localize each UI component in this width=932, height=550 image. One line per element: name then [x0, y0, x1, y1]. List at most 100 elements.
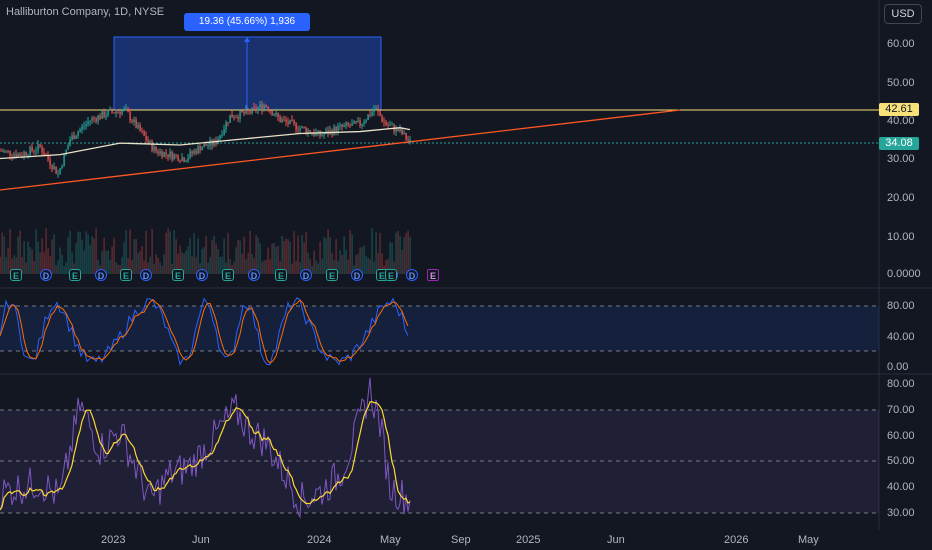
candle-body: [389, 125, 391, 127]
volume-bar: [13, 255, 15, 274]
price-axis-label: 0.0000: [887, 268, 921, 280]
dividend-event-icon[interactable]: D: [40, 269, 52, 281]
volume-bar: [267, 247, 269, 274]
earnings-event-icon[interactable]: E: [172, 269, 184, 281]
volume-bar: [171, 263, 173, 274]
earnings-event-icon[interactable]: E: [275, 269, 287, 281]
candle-body: [39, 144, 41, 147]
dividend-event-icon[interactable]: D: [406, 269, 418, 281]
price-axis-label: 50.00: [887, 77, 915, 89]
candle-body: [181, 157, 183, 161]
volume-bar: [141, 245, 143, 274]
symbol-title[interactable]: Halliburton Company, 1D, NYSE: [6, 6, 165, 18]
candle-body: [273, 115, 275, 117]
volume-bar: [83, 250, 85, 274]
earnings-event-icon[interactable]: E: [69, 269, 81, 281]
volume-bar: [305, 231, 307, 274]
volume-bar: [211, 239, 213, 274]
candle-body: [313, 133, 315, 136]
candle-body: [1, 150, 3, 152]
volume-bar: [227, 232, 229, 274]
candle-body: [339, 124, 341, 127]
trend-line[interactable]: [0, 109, 681, 191]
volume-bar: [63, 265, 65, 274]
volume-bar: [201, 248, 203, 274]
candle-body: [361, 123, 363, 126]
candle-body: [55, 166, 57, 174]
candle-body: [245, 109, 247, 114]
volume-bar: [131, 259, 133, 274]
candle-body: [111, 108, 113, 113]
rsi-axis-label: 30.00: [887, 507, 915, 519]
volume-bar: [17, 236, 19, 274]
volume-bar: [185, 250, 187, 274]
candle-body: [113, 112, 115, 114]
candle-body: [191, 151, 193, 154]
time-axis-label: 2025: [516, 534, 541, 546]
volume-bar: [55, 265, 57, 274]
volume-bar: [145, 230, 147, 274]
upcoming-earnings-icon[interactable]: E: [427, 269, 439, 281]
earnings-event-icon[interactable]: E: [222, 269, 234, 281]
time-axis-label: May: [380, 534, 401, 546]
earnings-event-icon[interactable]: E: [385, 269, 397, 281]
volume-bar: [205, 236, 207, 274]
dividend-event-icon[interactable]: D: [300, 269, 312, 281]
candle-body: [253, 107, 255, 109]
volume-bar: [389, 242, 391, 274]
volume-bar: [79, 231, 81, 274]
volume-bar: [133, 239, 135, 274]
dividend-event-icon[interactable]: D: [95, 269, 107, 281]
earnings-event-icon[interactable]: E: [326, 269, 338, 281]
candle-body: [23, 152, 25, 157]
candle-body: [89, 120, 91, 122]
candle-body: [321, 135, 323, 137]
volume-bar: [351, 234, 353, 274]
volume-bar: [183, 253, 185, 274]
volume-bar: [291, 263, 293, 274]
volume-bar: [283, 240, 285, 274]
candle-body: [157, 151, 159, 154]
candle-body: [237, 117, 239, 119]
time-axis-label: 2024: [307, 534, 332, 546]
candle-body: [59, 168, 61, 174]
candle-body: [107, 110, 109, 116]
volume-bar: [293, 231, 295, 274]
dividend-event-icon[interactable]: D: [351, 269, 363, 281]
candle-body: [85, 123, 87, 127]
candle-body: [403, 132, 405, 135]
dividend-event-icon[interactable]: D: [248, 269, 260, 281]
candle-body: [141, 131, 143, 132]
volume-bar: [207, 262, 209, 274]
earnings-event-icon[interactable]: E: [10, 269, 22, 281]
volume-bar: [333, 260, 335, 274]
candle-body: [395, 127, 397, 132]
volume-bar: [337, 260, 339, 274]
volume-bar: [101, 251, 103, 274]
candle-body: [5, 150, 7, 152]
candle-body: [67, 145, 69, 150]
volume-bar: [3, 236, 5, 274]
dividend-event-icon[interactable]: D: [140, 269, 152, 281]
volume-bar: [161, 265, 163, 274]
candle-body: [373, 109, 375, 112]
volume-bar: [27, 241, 29, 274]
volume-bar: [347, 259, 349, 274]
candle-body: [127, 108, 129, 113]
candle-body: [197, 146, 199, 154]
earnings-event-icon[interactable]: E: [120, 269, 132, 281]
candle-body: [35, 150, 37, 152]
currency-button[interactable]: USD: [884, 4, 922, 24]
volume-bar: [339, 250, 341, 274]
candle-body: [359, 120, 361, 126]
candle-body: [235, 117, 237, 118]
candle-body: [377, 108, 379, 112]
volume-bar: [255, 235, 257, 274]
candle-body: [153, 146, 155, 151]
dividend-event-icon[interactable]: D: [196, 269, 208, 281]
volume-bar: [153, 264, 155, 274]
volume-bar: [373, 261, 375, 274]
candle-body: [103, 111, 105, 118]
candle-body: [139, 124, 141, 132]
